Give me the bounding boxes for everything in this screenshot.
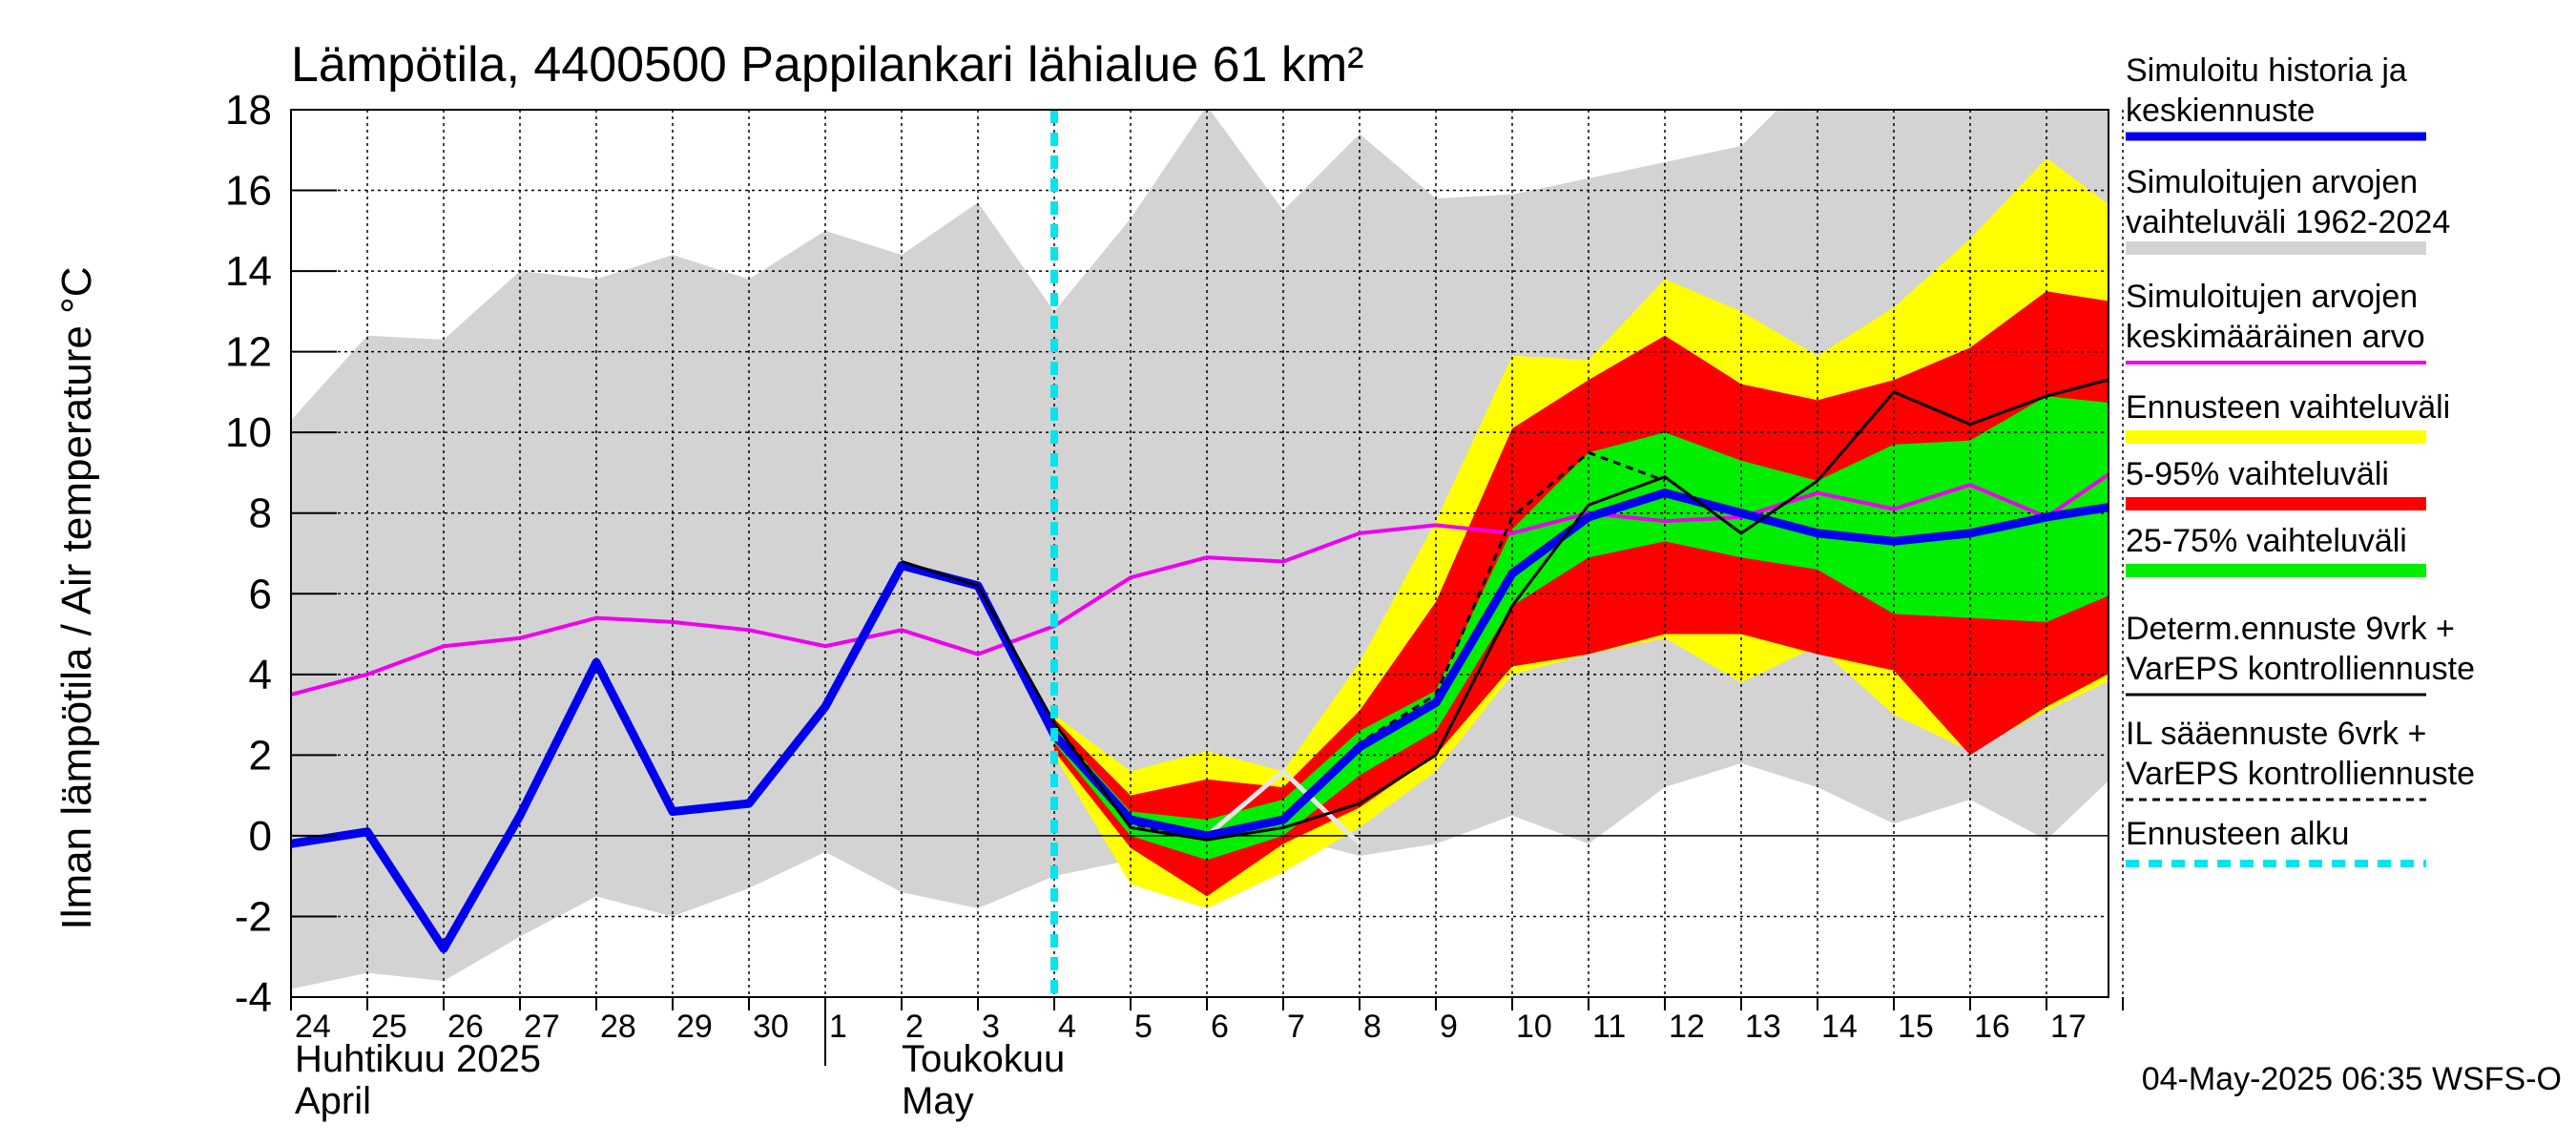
x-tick-label: 1 <box>829 1009 847 1045</box>
month-label: Huhtikuu 2025 <box>295 1038 541 1080</box>
y-tick-label: 2 <box>249 732 272 779</box>
y-tick-label: 12 <box>225 329 272 376</box>
x-tick-label: 30 <box>753 1009 789 1045</box>
y-tick-label: 0 <box>249 813 272 860</box>
y-tick-label: 6 <box>249 571 272 617</box>
x-tick-label: 3 <box>982 1009 1000 1045</box>
y-axis-label: Ilman lämpötila / Air temperature °C <box>53 267 100 930</box>
y-tick-label: 8 <box>249 490 272 537</box>
legend-label-2: VarEPS kontrolliennuste <box>2126 651 2475 687</box>
y-tick-label: 10 <box>225 409 272 456</box>
simulated-line <box>291 489 2109 953</box>
legend-label-2: VarEPS kontrolliennuste <box>2126 756 2475 792</box>
x-tick-label: 13 <box>1745 1009 1781 1045</box>
x-tick-label: 24 <box>295 1009 331 1045</box>
x-tick-label: 7 <box>1287 1009 1305 1045</box>
x-tick-label: 4 <box>1058 1009 1076 1045</box>
x-tick-label: 28 <box>600 1009 636 1045</box>
x-tick-label: 12 <box>1669 1009 1705 1045</box>
legend-label: Simuloitujen arvojen <box>2126 164 2418 200</box>
x-axis-ticks: 24 25 26 27 28 29 30 1 2 3 4 5 6 7 8 9 10 11 12 13 14 15 16 17 <box>290 997 2124 1045</box>
x-tick-label: 14 <box>1821 1009 1858 1045</box>
y-tick-label: 18 <box>225 87 272 134</box>
x-tick-label: 26 <box>447 1009 484 1045</box>
x-tick-label: 9 <box>1440 1009 1458 1045</box>
legend-label: Determ.ennuste 9vrk + <box>2126 611 2455 647</box>
x-tick-label: 15 <box>1898 1009 1934 1045</box>
series-lines <box>291 110 2109 997</box>
legend-label: IL sääennuste 6vrk + <box>2126 716 2426 752</box>
plot-frame <box>290 109 2109 998</box>
x-tick-label: 10 <box>1516 1009 1552 1045</box>
chart-title: Lämpötila, 4400500 Pappilankari lähialue… <box>291 37 1364 93</box>
determ-forecast-line <box>901 378 2109 842</box>
x-tick-label: 17 <box>2050 1009 2087 1045</box>
legend-label: Simuloitu historia ja <box>2126 52 2407 89</box>
y-tick-label: 14 <box>225 248 272 295</box>
legend-label-2: keskiennuste <box>2126 93 2315 129</box>
y-tick-label: 16 <box>225 168 272 215</box>
x-tick-label: 25 <box>371 1009 407 1045</box>
month-label: Toukokuu <box>902 1038 1065 1080</box>
x-tick-label: 11 <box>1592 1009 1626 1045</box>
legend-label: Simuloitujen arvojen <box>2126 279 2418 315</box>
x-tick-label: 2 <box>905 1009 924 1045</box>
mean-line <box>291 471 2109 697</box>
timestamp: 04-May-2025 06:35 WSFS-O <box>2142 1061 2562 1097</box>
p25-75-band <box>1054 396 2109 861</box>
x-tick-label: 6 <box>1211 1009 1229 1045</box>
legend-label: 25-75% vaihteluväli <box>2126 523 2407 559</box>
legend-label: 5-95% vaihteluväli <box>2126 456 2389 492</box>
plot-area <box>290 109 2124 998</box>
legend: Simuloitu historia ja keskiennuste Simuloi… <box>2126 52 2475 867</box>
x-tick-label: 29 <box>676 1009 713 1045</box>
legend-label: Ennusteen vaihteluväli <box>2126 389 2450 426</box>
y-tick-label: 4 <box>249 652 272 698</box>
x-tick-label: 8 <box>1363 1009 1381 1045</box>
month-label-en: May <box>902 1080 974 1122</box>
legend-label: Ennusteen alku <box>2126 816 2349 852</box>
y-axis-ticks: -4 -2 0 2 4 6 8 10 12 14 16 18 <box>225 87 337 1021</box>
month-label-en: April <box>295 1080 371 1122</box>
legend-label-2: vaihteluväli 1962-2024 <box>2126 204 2450 240</box>
range-bands <box>291 110 2109 989</box>
x-tick-label: 27 <box>524 1009 560 1045</box>
control-line <box>1205 768 1361 846</box>
y-tick-label: -4 <box>235 974 272 1021</box>
x-tick-label: 5 <box>1134 1009 1153 1045</box>
legend-label-2: keskimääräinen arvo <box>2126 319 2425 355</box>
x-tick-label: 16 <box>1974 1009 2010 1045</box>
y-tick-label: -2 <box>235 893 272 940</box>
